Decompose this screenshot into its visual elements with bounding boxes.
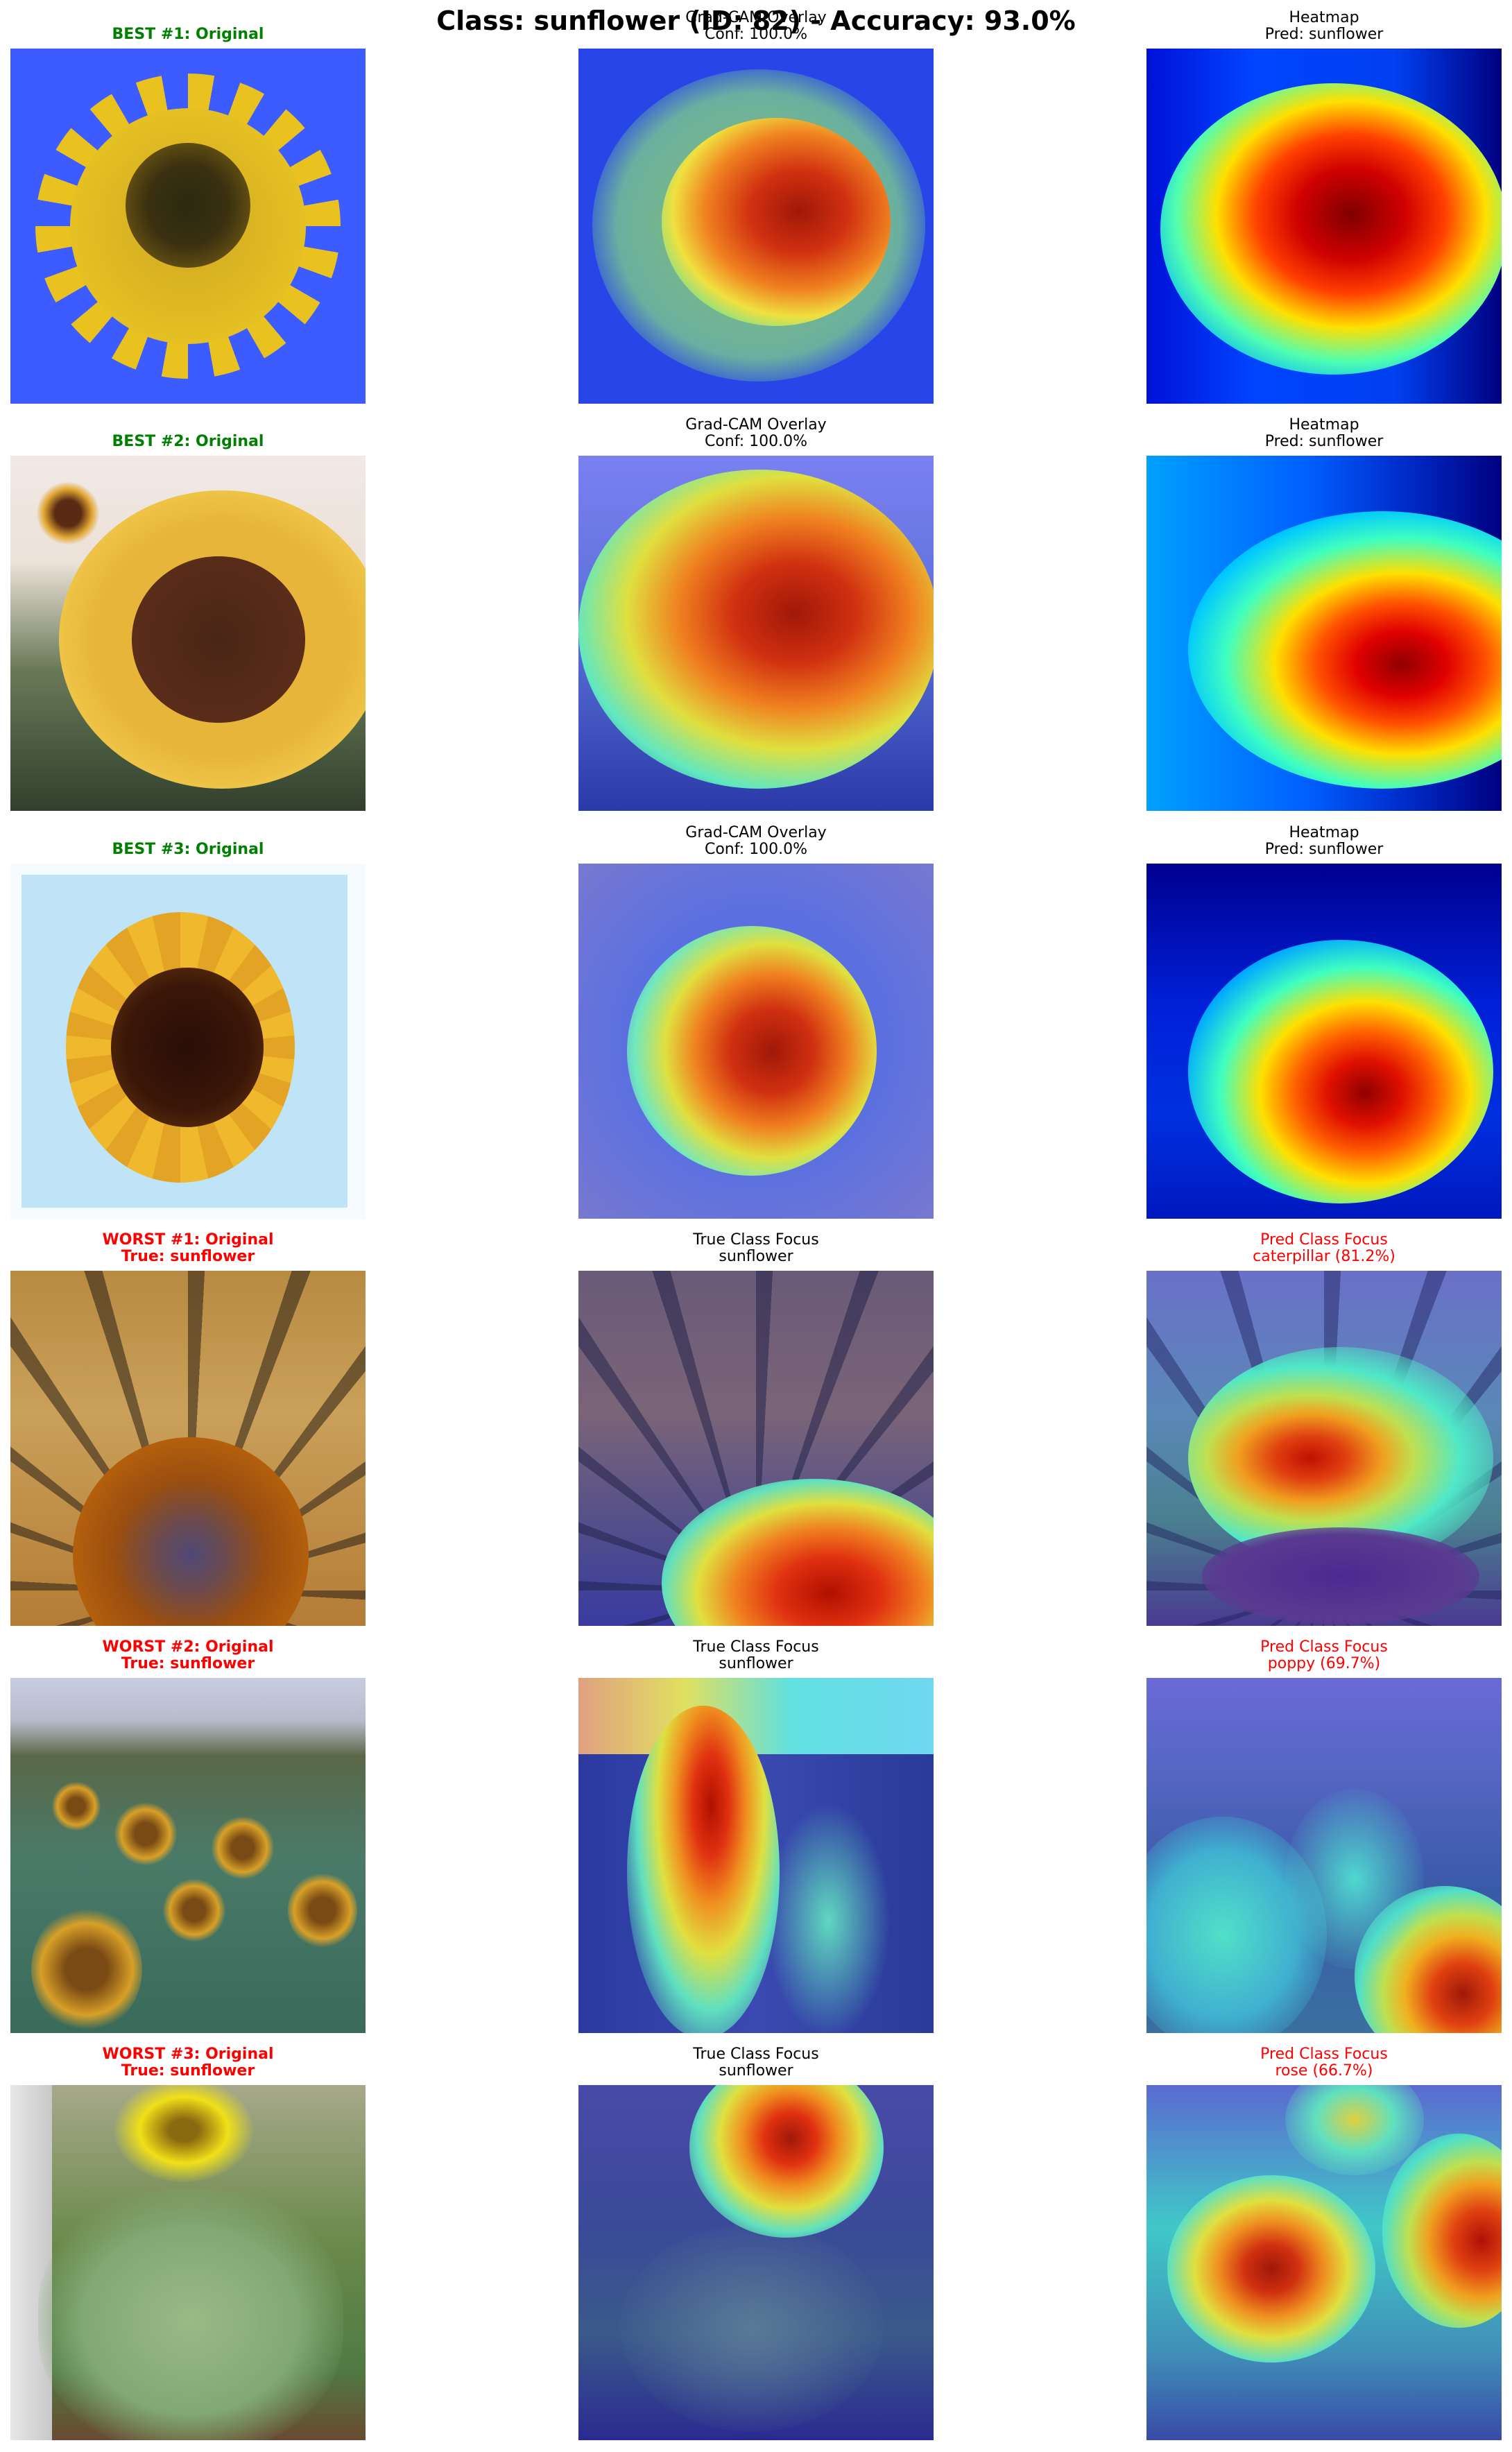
original-image	[10, 1678, 366, 2033]
gradcam-overlay-image	[578, 864, 934, 1219]
heatmap-image	[1146, 864, 1502, 1219]
panel-title: WORST #3: Original True: sunflower	[102, 2046, 274, 2080]
original-image	[10, 2085, 366, 2440]
gradcam-overlay-image	[578, 1678, 934, 2033]
panel-title: Heatmap Pred: sunflower	[1264, 824, 1384, 858]
panel-title: Heatmap Pred: sunflower	[1264, 9, 1384, 43]
heatmap-image	[1146, 2085, 1502, 2440]
heatmap-image	[1146, 1678, 1502, 2033]
gradcam-overlay-image	[578, 49, 934, 404]
gradcam-overlay-image	[578, 2085, 934, 2440]
original-image	[10, 864, 366, 1219]
heatmap-image	[1146, 49, 1502, 404]
panel-title: Pred Class Focus poppy (69.7%)	[1260, 1638, 1388, 1672]
panel-title: Heatmap Pred: sunflower	[1264, 416, 1384, 450]
gradcam-overlay-image	[578, 456, 934, 811]
panel-title: BEST #1: Original	[112, 26, 264, 43]
heatmap-image	[1146, 1271, 1502, 1626]
original-image	[10, 1271, 366, 1626]
panel-title: BEST #2: Original	[112, 433, 264, 450]
panel-title: Grad-CAM Overlay Conf: 100.0%	[685, 9, 827, 43]
panel-title: Pred Class Focus caterpillar (81.2%)	[1253, 1231, 1395, 1265]
panel-title: True Class Focus sunflower	[693, 1231, 819, 1265]
panel-title: True Class Focus sunflower	[693, 2046, 819, 2080]
panel-title: BEST #3: Original	[112, 841, 264, 858]
panel-title: Pred Class Focus rose (66.7%)	[1260, 2046, 1388, 2080]
original-image	[10, 49, 366, 404]
gradcam-overlay-image	[578, 1271, 934, 1626]
panel-title: True Class Focus sunflower	[693, 1638, 819, 1672]
heatmap-image	[1146, 456, 1502, 811]
panel-title: Grad-CAM Overlay Conf: 100.0%	[685, 824, 827, 858]
panel-title: WORST #1: Original True: sunflower	[102, 1231, 274, 1265]
original-image	[10, 456, 366, 811]
figure-title: Class: sunflower (ID: 82) - Accuracy: 93…	[436, 6, 1076, 36]
panel-title: WORST #2: Original True: sunflower	[102, 1638, 274, 1672]
panel-title: Grad-CAM Overlay Conf: 100.0%	[685, 416, 827, 450]
